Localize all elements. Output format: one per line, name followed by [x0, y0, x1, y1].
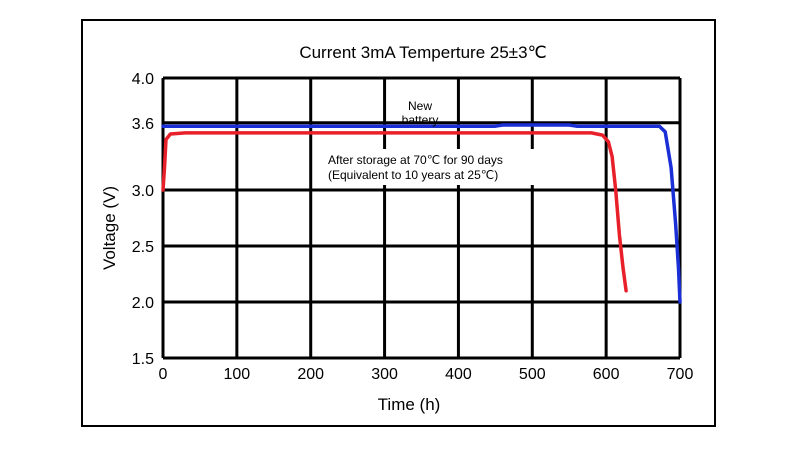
x-tick-label: 700 [667, 366, 694, 383]
x-tick-label: 0 [159, 366, 168, 383]
annotation-storage-line1: After storage at 70℃ for 90 days [328, 153, 503, 167]
chart-title: Current 3mA Temperture 25±3℃ [299, 43, 546, 62]
x-tick-label: 600 [593, 366, 620, 383]
x-tick-label: 500 [519, 366, 546, 383]
x-tick-label: 400 [445, 366, 472, 383]
annotation-new-battery-line2: battery [402, 113, 439, 127]
y-axis-label: Voltage (V) [100, 186, 119, 270]
x-tick-label: 300 [371, 366, 398, 383]
y-tick-label: 1.5 [132, 351, 154, 368]
y-tick-label: 3.6 [132, 116, 154, 133]
series-line-new-battery [161, 123, 682, 304]
annotation-new-battery-line1: New [408, 99, 432, 113]
x-axis-label: Time (h) [378, 395, 441, 414]
series-line-after-storage [161, 131, 628, 293]
y-tick-label: 2.5 [132, 239, 154, 256]
annotation-storage-line2: (Equivalent to 10 years at 25℃) [328, 168, 498, 182]
y-tick-label: 3.0 [132, 183, 154, 200]
x-tick-labels: 0 100 200 300 400 500 600 700 [159, 366, 694, 383]
annotation-storage-background [322, 149, 537, 185]
y-tick-label: 2.0 [132, 295, 154, 312]
series-lines [161, 123, 682, 304]
x-tick-label: 200 [297, 366, 324, 383]
grid [161, 76, 682, 360]
y-tick-label: 4.0 [132, 71, 154, 88]
x-tick-label: 100 [224, 366, 251, 383]
y-tick-labels: 1.5 2.0 2.5 3.0 3.6 4.0 [132, 71, 154, 368]
